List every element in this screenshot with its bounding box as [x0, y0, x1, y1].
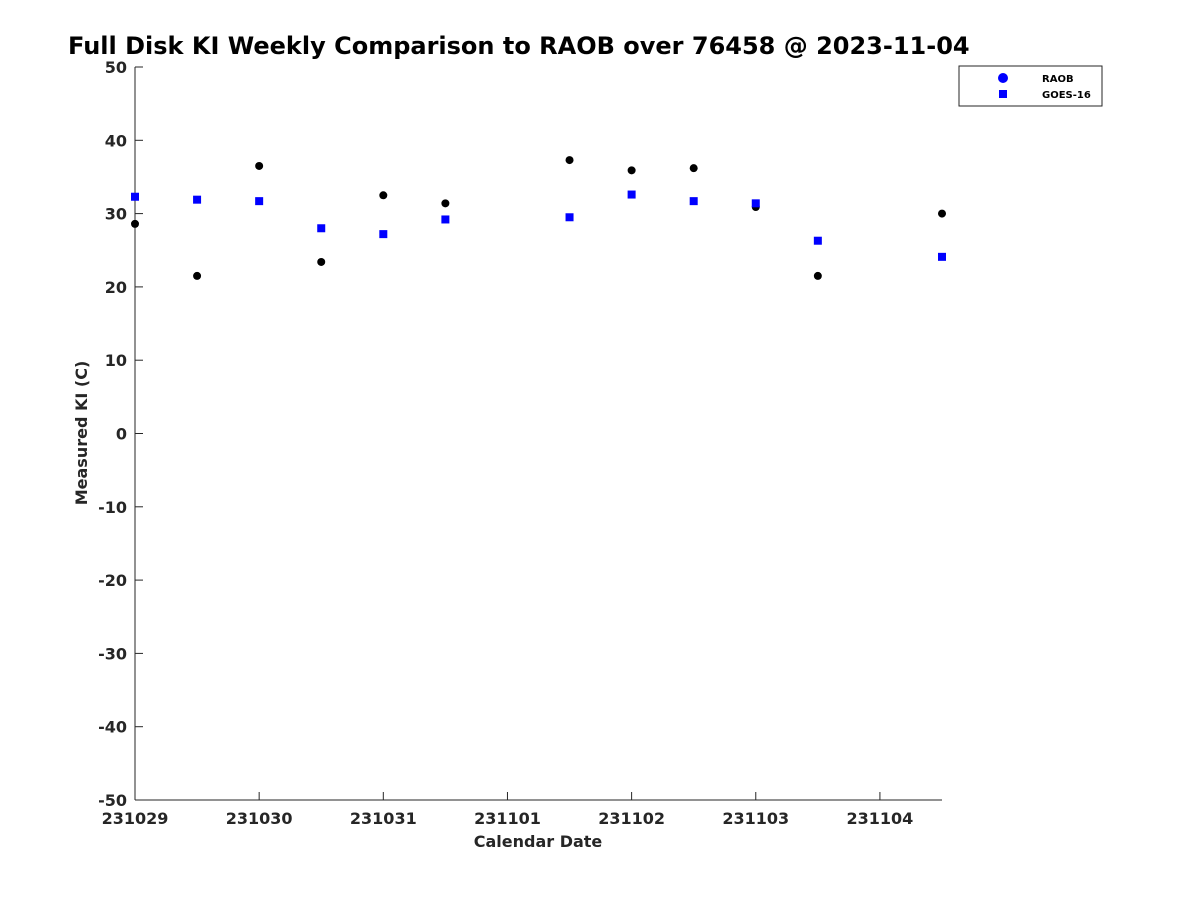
x-ticks: 231029 231030 231031 231101 231102 231103 2311… — [102, 792, 914, 828]
x-tick-label: 231031 — [350, 809, 417, 828]
data-point-goes-16 — [938, 252, 946, 261]
x-tick-label: 231101 — [474, 809, 541, 828]
data-point-raob — [317, 257, 326, 266]
legend: RAOB GOES-16 — [958, 65, 1103, 107]
y-axis-label: Measured KI (C) — [72, 361, 91, 506]
data-point-raob — [193, 271, 202, 280]
y-tick-label: -10 — [98, 498, 127, 517]
y-ticks: 50 40 30 20 10 0 -10 -20 -30 -40 -50 — [98, 58, 143, 810]
legend-box — [958, 65, 1103, 107]
x-tick-label: 231104 — [847, 809, 914, 828]
x-axis-label: Calendar Date — [474, 832, 603, 851]
y-tick-label: -30 — [98, 644, 127, 663]
data-point-raob — [813, 271, 822, 280]
data-point-goes-16 — [813, 236, 822, 245]
data-point-goes-16 — [379, 230, 388, 239]
chart-title: Full Disk KI Weekly Comparison to RAOB o… — [68, 32, 970, 60]
y-tick-label: -20 — [98, 571, 127, 590]
data-point-raob — [441, 199, 450, 208]
data-point-goes-16 — [627, 190, 636, 199]
legend-label-goes-16: GOES-16 — [1042, 90, 1091, 101]
series-goes-16 — [131, 190, 946, 261]
legend-marker-raob — [998, 73, 1008, 83]
data-point-raob — [627, 166, 636, 175]
x-tick-label: 231030 — [226, 809, 293, 828]
data-point-raob — [255, 161, 264, 170]
data-point-raob — [379, 191, 388, 200]
series-layer — [131, 156, 946, 280]
data-point-raob — [938, 209, 946, 218]
data-point-raob — [131, 219, 139, 228]
y-tick-label: 0 — [116, 425, 127, 444]
x-tick-label: 231103 — [722, 809, 789, 828]
y-tick-label: 30 — [105, 205, 127, 224]
y-tick-label: 10 — [105, 351, 127, 370]
data-point-raob — [565, 156, 574, 165]
data-point-goes-16 — [565, 213, 574, 222]
y-tick-label: 50 — [105, 58, 127, 77]
data-point-goes-16 — [441, 215, 450, 224]
x-tick-label: 231102 — [598, 809, 665, 828]
data-point-raob — [689, 164, 698, 173]
y-tick-label: 40 — [105, 131, 127, 150]
data-point-goes-16 — [131, 192, 139, 201]
data-point-goes-16 — [317, 224, 326, 233]
legend-marker-goes-16 — [999, 90, 1007, 98]
data-point-goes-16 — [255, 197, 264, 206]
data-point-goes-16 — [751, 199, 760, 208]
legend-label-raob: RAOB — [1042, 74, 1074, 85]
y-tick-label: 20 — [105, 278, 127, 297]
y-tick-label: -50 — [98, 791, 127, 810]
x-tick-label: 231029 — [102, 809, 169, 828]
data-point-goes-16 — [689, 197, 698, 206]
y-tick-label: -40 — [98, 718, 127, 737]
data-point-goes-16 — [193, 195, 202, 204]
